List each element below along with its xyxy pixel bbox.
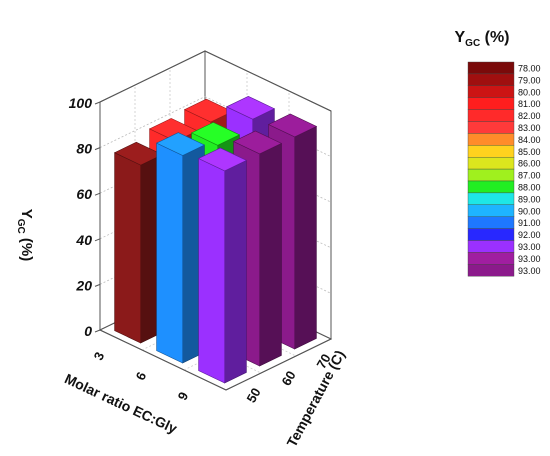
bar-top-face [155, 132, 206, 156]
z-tick-label: 0 [84, 323, 92, 339]
legend-swatch [467, 204, 515, 217]
legend-swatch [467, 216, 515, 229]
grid-line [99, 96, 206, 148]
x-tick-label: 3 [91, 350, 108, 363]
bar-top-face [225, 95, 276, 120]
legend-swatch [467, 240, 515, 253]
z-tick-label: 80 [76, 141, 92, 157]
z-tick-label: 100 [69, 95, 93, 111]
legend-label: 89.00 [518, 194, 541, 204]
legend-swatch [467, 252, 515, 265]
frame-edge [99, 329, 227, 391]
legend-label: 85.00 [518, 147, 541, 157]
legend-label: 93.00 [518, 242, 541, 252]
legend-label: 91.00 [518, 218, 541, 228]
legend-swatch [467, 168, 515, 182]
legend-swatch [467, 61, 515, 75]
z-tick-label: 20 [75, 277, 92, 293]
legend-label: 82.00 [518, 111, 541, 121]
legend-label: 81.00 [518, 99, 541, 109]
bar-front-face [198, 158, 225, 384]
bar-front-face [156, 142, 183, 364]
frame-edge [99, 50, 206, 103]
z-tick [94, 238, 101, 242]
legend-swatch [467, 121, 515, 134]
z-tick [94, 283, 101, 287]
bar-top-face [190, 122, 241, 146]
legend-label: 92.00 [518, 230, 541, 240]
legend-label: 84.00 [518, 135, 541, 145]
legend-swatch [467, 97, 515, 110]
y-tick-label: 60 [278, 368, 298, 388]
legend-swatch [467, 156, 515, 170]
x-axis-title: Molar ratio EC:Gly [62, 370, 180, 436]
legend-label: 86.00 [518, 159, 541, 169]
legend-swatch [467, 133, 515, 146]
z-tick [94, 329, 101, 333]
legend-label: 93.00 [518, 266, 541, 276]
bar-side-face [224, 159, 247, 384]
legend-label: 88.00 [518, 182, 541, 192]
bar-top-face [197, 147, 248, 172]
z-tick-label: 60 [76, 186, 92, 202]
legend-swatch [467, 85, 515, 98]
legend-swatch [467, 192, 515, 205]
x-tick-label: 6 [133, 370, 150, 383]
legend-swatch [467, 228, 515, 241]
bar-top-face [232, 130, 283, 155]
legend-swatch [467, 180, 515, 194]
z-axis-title: YGC (%) [15, 209, 35, 262]
legend-swatch [467, 264, 515, 277]
legend-swatch [467, 145, 515, 158]
bar-6-50 [155, 132, 206, 364]
legend-title: YGC (%) [455, 29, 510, 49]
z-tick [94, 192, 101, 196]
bar-top-face [267, 113, 318, 138]
legend-label: 90.00 [518, 206, 541, 216]
z-tick [94, 147, 101, 151]
bar-side-face [259, 142, 282, 367]
bar-side-face [294, 125, 317, 350]
legend-swatch [467, 73, 515, 87]
frame-edge [204, 50, 332, 112]
legend-label: 78.00 [518, 63, 541, 73]
legend-label: 83.00 [518, 123, 541, 133]
bar-front-face [114, 152, 141, 344]
z-tick-label: 40 [75, 232, 92, 248]
y-tick-label: 50 [243, 385, 263, 405]
legend-label: 80.00 [518, 87, 541, 97]
y-tick-label: 70 [313, 351, 333, 371]
legend-label: 79.00 [518, 75, 541, 85]
legend-swatch [467, 109, 515, 122]
bar-9-50 [197, 147, 248, 384]
frame-edge [225, 338, 332, 391]
legend-label: 93.00 [518, 254, 541, 264]
bar-3-50 [113, 141, 164, 344]
x-tick-label: 9 [175, 390, 192, 403]
z-tick [94, 101, 101, 105]
legend-label: 87.00 [518, 171, 541, 181]
